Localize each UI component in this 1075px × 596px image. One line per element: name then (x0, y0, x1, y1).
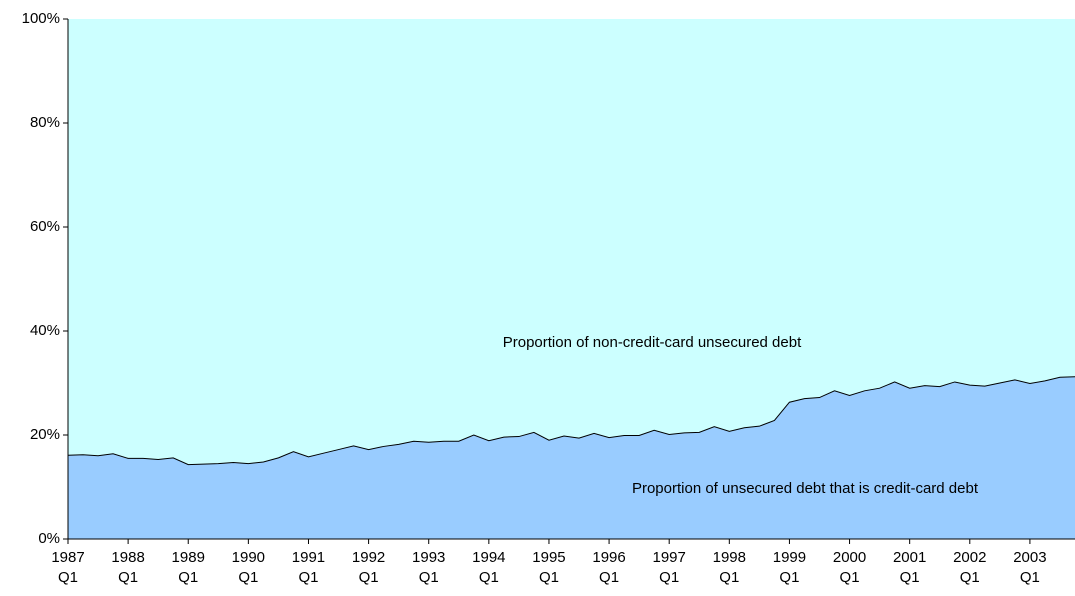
x-tick-label: 1998 Q1 (712, 549, 746, 586)
x-tick-label: 2001 Q1 (892, 549, 927, 586)
x-tick-label: 2002 Q1 (953, 549, 987, 586)
x-tick-label: 1996 Q1 (592, 549, 626, 586)
y-tick-label: 0% (38, 530, 60, 547)
x-tick-label: 1990 Q1 (231, 549, 266, 586)
area-line (67, 376, 1075, 466)
x-tick-label: 1991 Q1 (291, 549, 326, 586)
x-tick-label: 1987 Q1 (51, 549, 85, 586)
x-tick-label: 2000 Q1 (832, 549, 867, 586)
y-tick-label: 40% (30, 322, 60, 339)
y-tick-label: 20% (30, 426, 60, 443)
series-label: Proportion of unsecured debt that is cre… (632, 480, 979, 497)
x-tick-label: 2003 Q1 (1013, 549, 1047, 586)
x-tick-label: 1988 Q1 (111, 549, 145, 586)
x-tick-label: 1995 Q1 (532, 549, 566, 586)
series-label: Proportion of non-credit-card unsecured … (503, 334, 802, 351)
y-tick-label: 60% (30, 218, 60, 235)
y-tick-label: 80% (30, 114, 60, 131)
x-tick-label: 1997 Q1 (652, 549, 686, 586)
x-tick-label: 1989 Q1 (171, 549, 205, 586)
area (68, 376, 1075, 539)
x-tick-label: 1994 Q1 (472, 549, 506, 586)
area (68, 19, 1075, 465)
x-tick-label: 1999 Q1 (772, 549, 807, 586)
x-tick-label: 1992 Q1 (351, 549, 386, 586)
x-tick-label: 1993 Q1 (412, 549, 446, 586)
y-tick-label: 100% (22, 10, 60, 27)
